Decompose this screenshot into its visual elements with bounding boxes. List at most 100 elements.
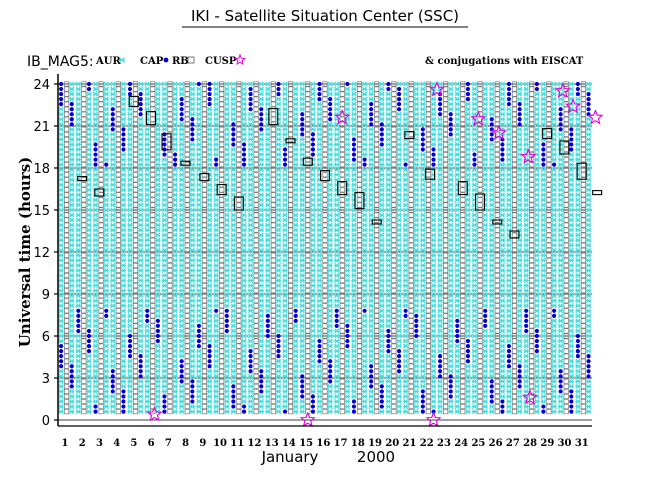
aur-marker [224, 293, 230, 299]
aur-marker [465, 146, 471, 153]
rb-marker [167, 283, 173, 289]
aur-marker [127, 383, 133, 389]
aur-marker [103, 303, 109, 309]
rb-marker [81, 288, 87, 294]
aur-marker [282, 232, 288, 238]
rb-marker [391, 318, 397, 324]
rb-marker [374, 328, 380, 334]
rb-marker [236, 111, 242, 117]
rb-marker [201, 333, 207, 339]
cap-marker [121, 132, 126, 137]
rb-marker [339, 267, 345, 274]
aur-marker [213, 177, 219, 183]
aur-marker [189, 323, 195, 329]
rb-marker [408, 81, 414, 87]
orbit-track [224, 81, 230, 415]
cap-marker [362, 162, 367, 167]
aur-marker [213, 373, 219, 379]
aur-marker [213, 378, 219, 384]
aur-marker [327, 328, 333, 334]
aur-marker [310, 212, 316, 218]
aur-marker [351, 308, 357, 314]
aur-marker [351, 368, 357, 374]
rb-marker [270, 303, 276, 309]
aur-marker [224, 111, 230, 117]
aur-marker [299, 141, 305, 148]
aur-marker [92, 106, 99, 112]
rb-marker [477, 278, 483, 284]
aur-marker [206, 167, 213, 173]
cap-marker [104, 162, 109, 167]
aur-marker [258, 333, 264, 339]
orbit-track [443, 81, 449, 415]
aur-marker [362, 121, 368, 127]
aur-marker [103, 247, 109, 253]
rb-marker [425, 272, 431, 279]
aur-marker [344, 358, 350, 364]
aur-marker [92, 242, 99, 248]
aur-marker [144, 111, 150, 117]
aur-marker [327, 303, 333, 309]
aur-marker [247, 177, 254, 183]
rb-marker [167, 182, 173, 188]
aur-marker [437, 278, 443, 284]
rb-marker [184, 338, 190, 344]
cap-marker [173, 157, 178, 162]
cap-marker [431, 409, 436, 414]
orbit-track [98, 81, 104, 415]
aur-marker [179, 247, 185, 253]
aur-marker [120, 383, 127, 389]
aur-marker [86, 267, 92, 274]
aur-marker [471, 278, 478, 284]
aur-marker [403, 182, 409, 188]
rb-marker [98, 288, 104, 294]
rb-marker [115, 212, 121, 218]
aur-marker [344, 373, 350, 379]
aur-marker [275, 272, 282, 279]
rb-marker [305, 393, 311, 400]
aur-marker [258, 167, 264, 173]
aur-marker [86, 353, 92, 359]
rb-marker [81, 197, 87, 203]
rb-marker [64, 222, 70, 228]
aur-marker [430, 222, 437, 228]
cap-marker [345, 343, 350, 349]
aur-marker [138, 222, 144, 228]
rb-marker [64, 192, 70, 198]
rb-marker [184, 152, 190, 158]
rb-marker [219, 207, 225, 213]
aur-marker [138, 409, 144, 415]
aur-marker [155, 313, 161, 319]
orbit-track [460, 81, 466, 415]
aur-marker [127, 313, 133, 319]
rb-marker [460, 313, 466, 319]
rb-marker [305, 222, 311, 228]
rb-marker [305, 333, 311, 339]
aur-marker [247, 237, 254, 243]
rb-marker [287, 126, 294, 132]
rb-marker [184, 343, 190, 349]
aur-marker [293, 172, 299, 178]
cap-marker [310, 132, 316, 137]
aur-marker [241, 262, 247, 268]
rb-marker [477, 146, 483, 153]
aur-marker [385, 207, 391, 213]
aur-marker [396, 172, 402, 178]
rb-marker [322, 267, 328, 274]
aur-marker [482, 136, 488, 142]
aur-marker [465, 136, 471, 142]
aur-marker [161, 267, 168, 274]
aur-marker [265, 182, 271, 188]
rb-marker [167, 378, 173, 384]
aur-marker [161, 262, 168, 268]
rb-marker [305, 217, 311, 223]
rb-marker [150, 257, 156, 263]
aur-marker [230, 262, 236, 268]
aur-marker [430, 328, 437, 334]
aur-marker [196, 182, 202, 188]
rb-marker [253, 303, 259, 309]
rb-marker [408, 353, 414, 359]
rb-marker [150, 91, 156, 97]
aur-marker [241, 293, 247, 299]
aur-marker [310, 96, 316, 102]
